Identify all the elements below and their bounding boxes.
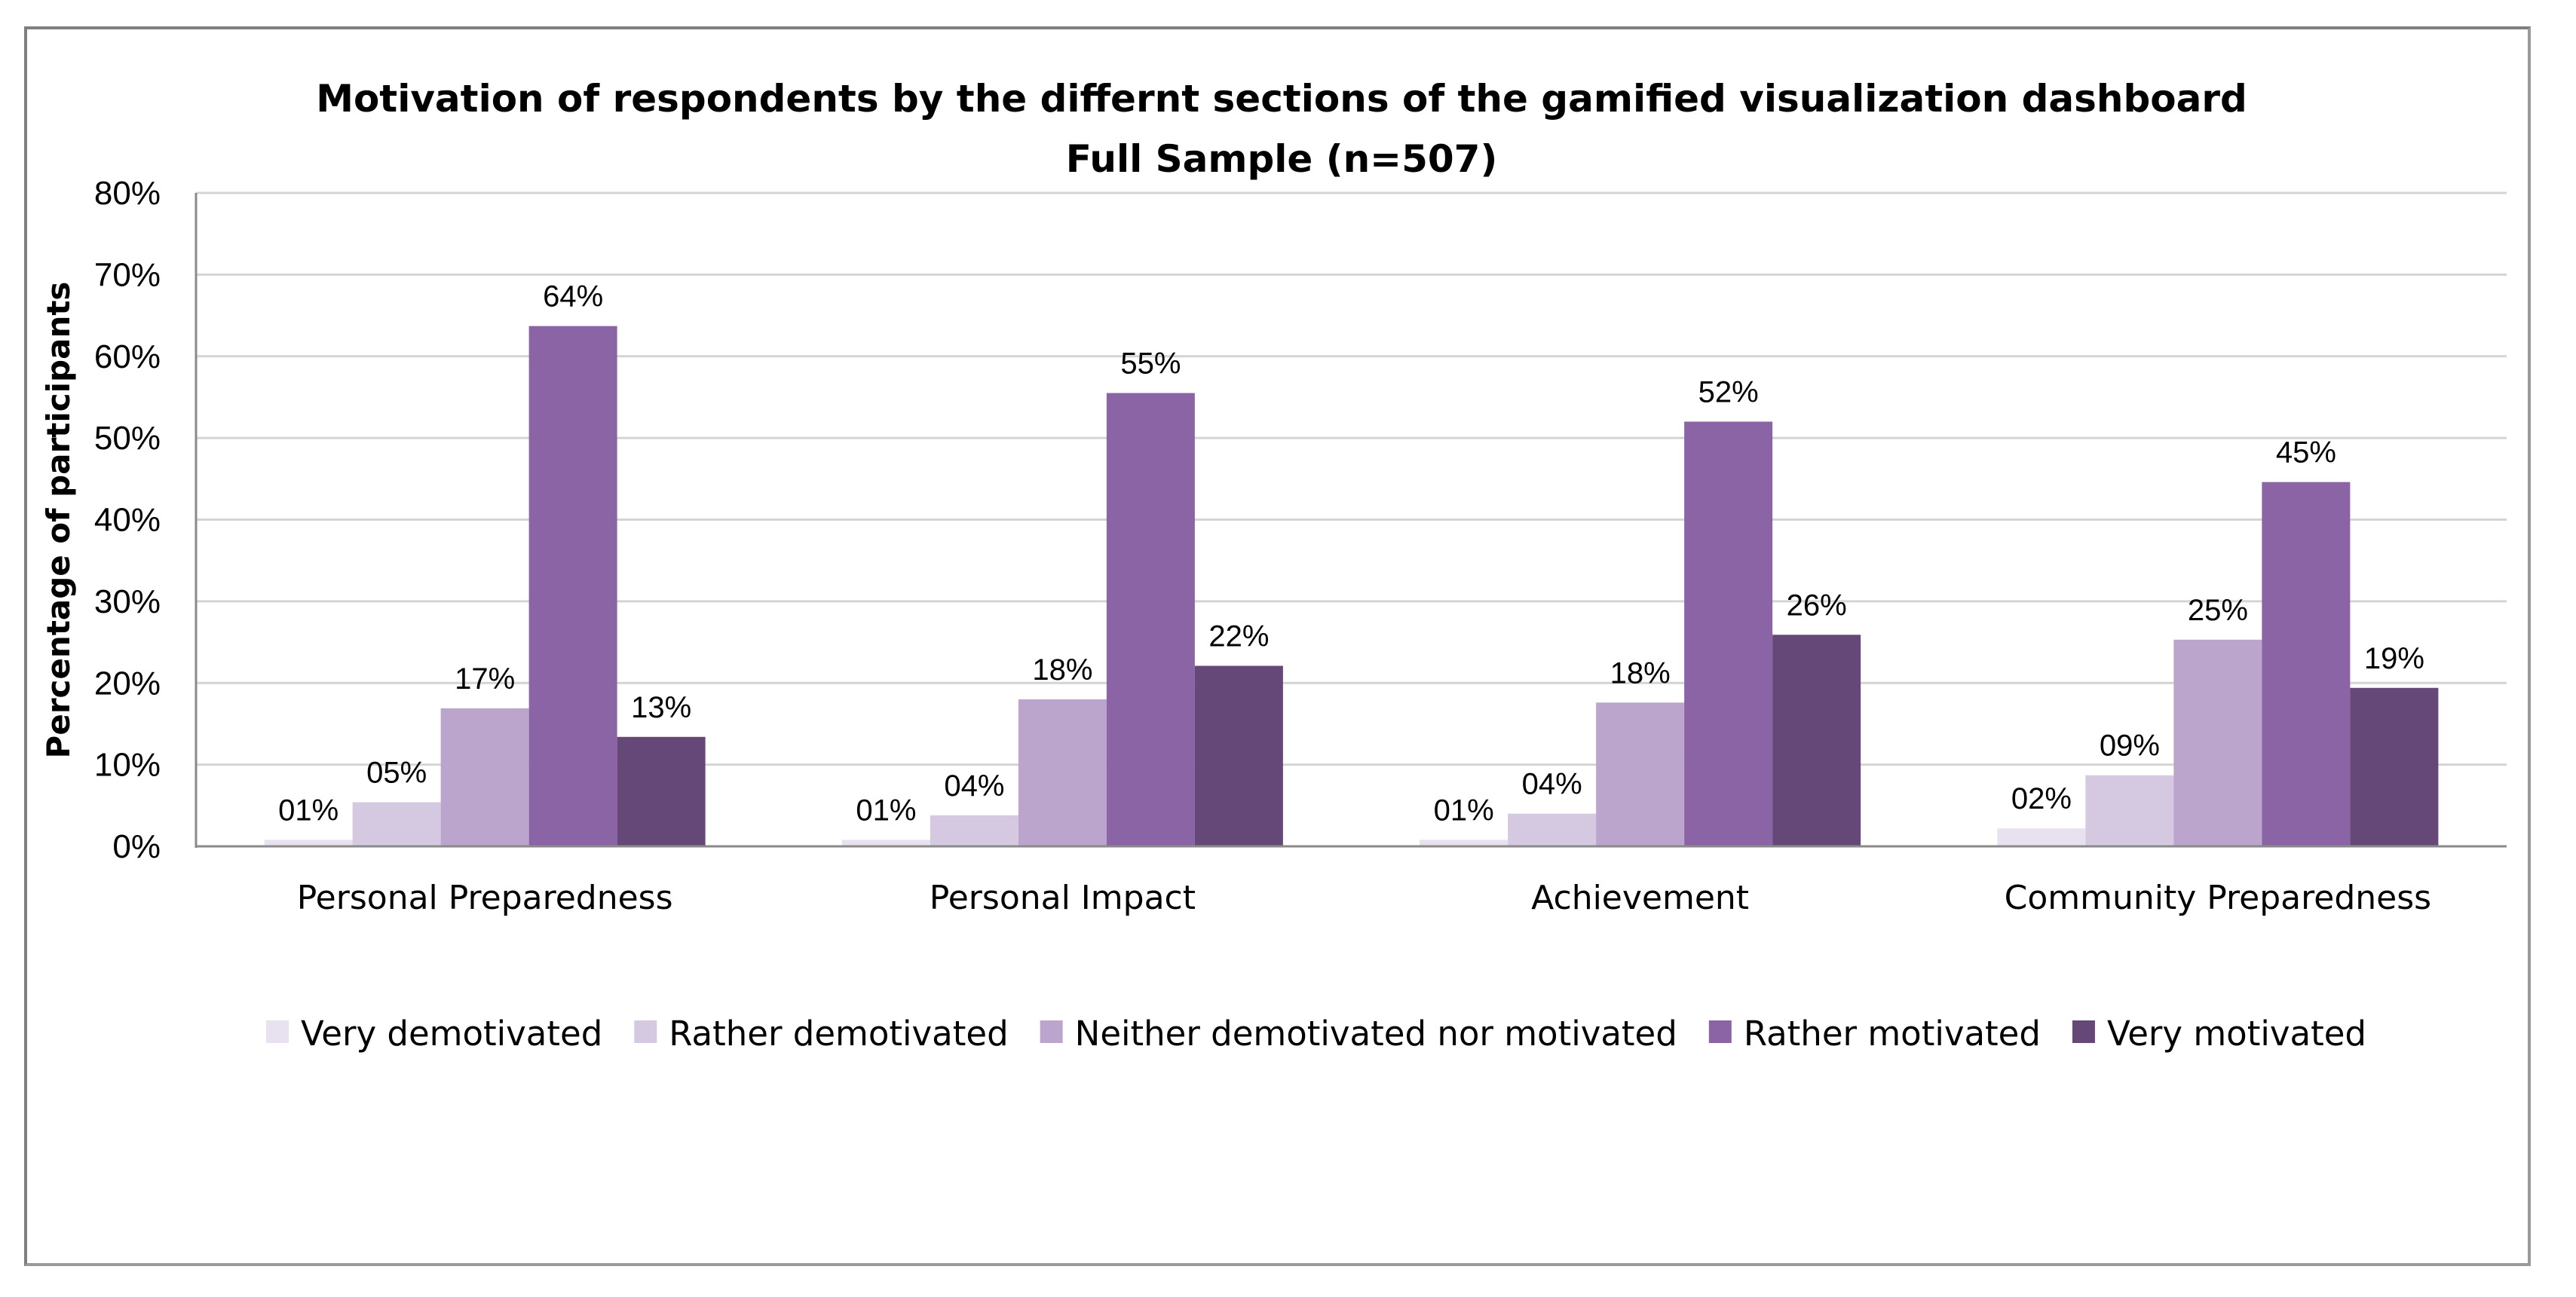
bar [1106, 393, 1195, 846]
legend-label: Rather demotivated [669, 1014, 1008, 1054]
data-label: 01% [1434, 794, 1494, 827]
data-label: 04% [1522, 768, 1582, 801]
bar [2085, 775, 2174, 846]
y-tick-label: 60% [94, 338, 161, 375]
legend-label: Very demotivated [301, 1014, 602, 1054]
bar [1508, 813, 1597, 846]
data-label: 19% [2364, 642, 2424, 675]
data-label: 05% [366, 756, 427, 789]
data-label: 22% [1208, 619, 1269, 653]
data-label: 64% [543, 280, 603, 314]
data-label: 55% [1120, 347, 1181, 381]
bar [1684, 421, 1773, 846]
data-label: 09% [2100, 730, 2160, 763]
legend: Very demotivated Rather demotivated Neithe… [266, 1014, 2366, 1054]
category-label: Personal Impact [930, 879, 1196, 917]
legend-swatch [2072, 1020, 2095, 1043]
y-axis-ticks: 0% 10% 20% 30% 40% 50% 60% 70% 80% [94, 175, 161, 865]
bar [1772, 635, 1861, 846]
data-label: 25% [2188, 594, 2248, 627]
chart-title: Motivation of respondents by the differn… [316, 77, 2247, 121]
data-labels: 01% 05% 17% 64% 13% 01% 04% 18% 55% 22% 01% 04% 18% 5… [278, 280, 2424, 827]
y-axis-title: Percentage of participants [40, 282, 77, 759]
bar [1596, 702, 1685, 846]
data-label: 18% [1610, 656, 1671, 690]
y-tick-label: 20% [94, 665, 161, 702]
y-tick-label: 70% [94, 256, 161, 293]
bar [930, 815, 1018, 846]
bar [1194, 665, 1283, 846]
category-label: Personal Preparedness [297, 879, 673, 917]
data-label: 02% [2011, 782, 2072, 815]
y-tick-label: 50% [94, 420, 161, 457]
legend-label: Very motivated [2107, 1014, 2366, 1054]
bar [1420, 840, 1509, 846]
axes [195, 193, 2507, 848]
category-labels: Personal Preparedness Personal Impact Achi… [297, 879, 2431, 917]
bar [617, 736, 706, 846]
data-label: 13% [631, 691, 691, 724]
legend-swatch [1708, 1020, 1732, 1043]
bar [1997, 828, 2086, 846]
bar [841, 840, 930, 846]
y-tick-label: 40% [94, 502, 161, 539]
y-tick-label: 10% [94, 747, 161, 784]
bar [352, 802, 441, 846]
data-label: 01% [278, 794, 338, 827]
legend-swatch [266, 1020, 289, 1043]
data-label: 52% [1698, 375, 1759, 408]
data-label: 45% [2276, 436, 2336, 470]
bar [440, 708, 529, 846]
y-tick-label: 30% [94, 583, 161, 620]
category-label: Community Preparedness [2005, 879, 2431, 917]
data-label: 04% [944, 769, 1004, 803]
chart-frame [24, 26, 2531, 1266]
category-label: Achievement [1531, 879, 1749, 917]
data-label: 18% [1032, 653, 1092, 687]
bar [264, 840, 353, 846]
chart-subtitle: Full Sample (n=507) [1066, 137, 1498, 181]
bar [2173, 639, 2262, 846]
legend-label: Rather motivated [1744, 1014, 2041, 1054]
bar [2350, 687, 2439, 846]
y-tick-label: 80% [94, 175, 161, 212]
data-label: 01% [856, 794, 916, 827]
bar [1018, 699, 1107, 846]
legend-swatch [634, 1020, 657, 1043]
legend-label: Neither demotivated nor motivated [1075, 1014, 1677, 1054]
y-tick-label: 0% [112, 828, 161, 865]
data-label: 17% [455, 662, 515, 696]
bar [2262, 482, 2351, 846]
bar [528, 326, 617, 846]
bars [264, 326, 2439, 846]
legend-swatch [1040, 1020, 1063, 1043]
data-label: 26% [1787, 589, 1847, 622]
